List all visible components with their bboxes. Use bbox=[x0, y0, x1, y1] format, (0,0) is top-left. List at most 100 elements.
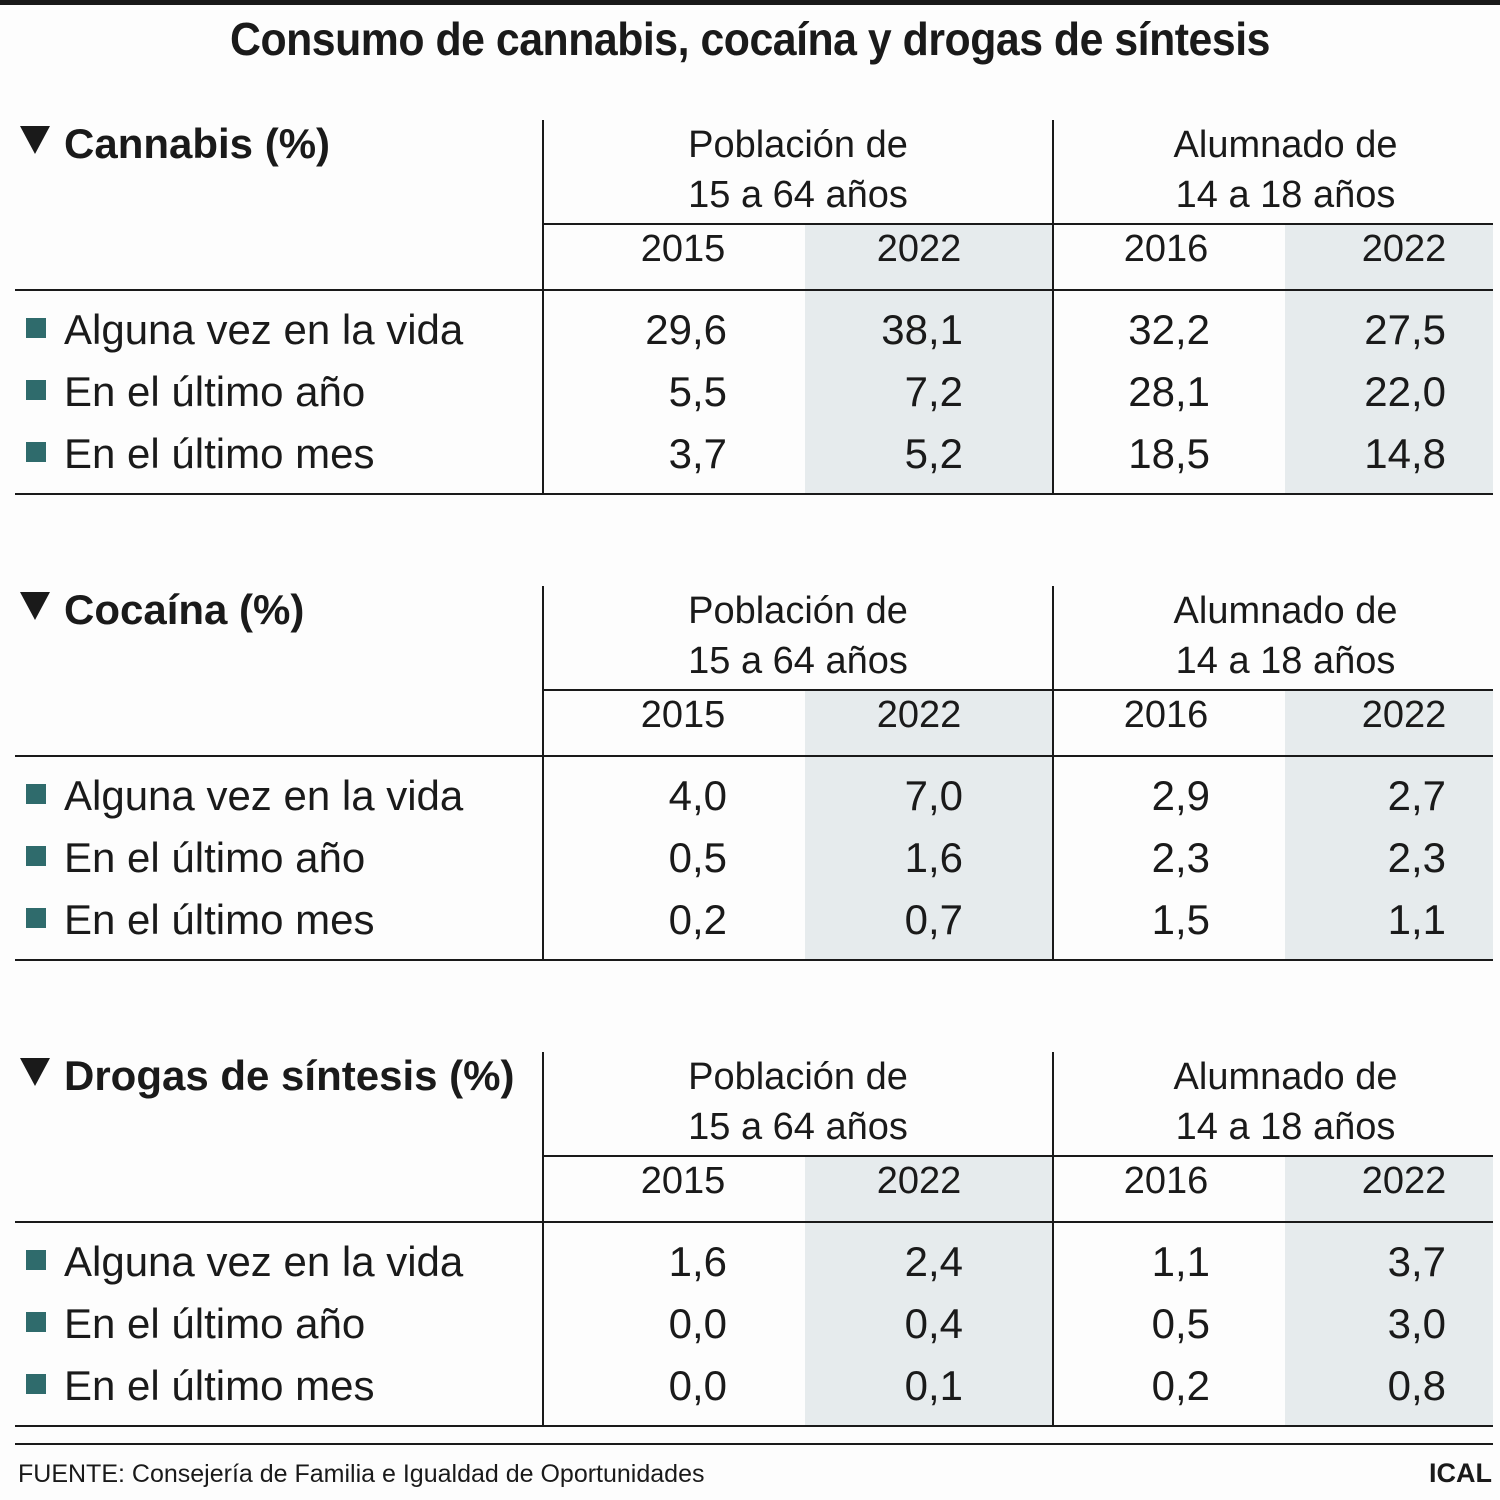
header-rule bbox=[15, 289, 1493, 291]
group-header: Alumnado de 14 a 18 años bbox=[1173, 1056, 1398, 1148]
table-cell: 0,4 bbox=[904, 1300, 963, 1347]
table-section: Drogas de síntesis (%) Población de 15 a … bbox=[0, 1052, 1500, 1432]
year-header: 2022 bbox=[1361, 1160, 1447, 1202]
table-cell: 2,3 bbox=[1151, 834, 1210, 881]
row-label-text: En el último mes bbox=[64, 430, 375, 477]
square-marker-icon bbox=[26, 784, 46, 804]
row-label-text: En el último año bbox=[64, 368, 366, 415]
square-marker-icon bbox=[26, 1312, 46, 1332]
table-row: En el último mes 0,0 0,1 0,2 0,8 bbox=[0, 1362, 1500, 1422]
table-row: En el último año 0,0 0,4 0,5 3,0 bbox=[0, 1300, 1500, 1360]
column-divider bbox=[1052, 120, 1054, 495]
page-title: Consumo de cannabis, cocaína y drogas de… bbox=[230, 13, 1270, 65]
square-marker-icon bbox=[26, 846, 46, 866]
row-label: En el último año bbox=[26, 834, 365, 882]
table-cell: 28,1 bbox=[1128, 368, 1210, 415]
table-row: En el último año 0,5 1,6 2,3 2,3 bbox=[0, 834, 1500, 894]
year-header: 2022 bbox=[1361, 694, 1447, 736]
row-label-text: En el último año bbox=[64, 834, 366, 881]
table-cell: 27,5 bbox=[1364, 306, 1446, 353]
row-label: En el último mes bbox=[26, 1362, 374, 1410]
section-title: Cannabis (%) bbox=[20, 120, 330, 168]
year-header: 2015 bbox=[640, 228, 726, 270]
table-section: Cannabis (%) Población de 15 a 64 años Alu… bbox=[0, 120, 1500, 500]
shaded-column bbox=[1285, 1157, 1493, 1427]
shaded-column bbox=[1285, 691, 1493, 961]
table-row: Alguna vez en la vida 29,6 38,1 32,2 27,5 bbox=[0, 306, 1500, 366]
header-rule bbox=[15, 755, 1493, 757]
column-divider bbox=[542, 120, 544, 495]
row-label-text: Alguna vez en la vida bbox=[64, 772, 464, 819]
table-cell: 22,0 bbox=[1364, 368, 1446, 415]
top-rule bbox=[0, 0, 1500, 5]
row-label-text: En el último año bbox=[64, 1300, 366, 1347]
column-divider bbox=[1052, 1052, 1054, 1427]
section-title-text: Cannabis (%) bbox=[64, 120, 331, 167]
table-cell: 29,6 bbox=[645, 306, 727, 353]
table-cell: 0,2 bbox=[668, 896, 727, 943]
table-section: Cocaína (%) Población de 15 a 64 años Alum… bbox=[0, 586, 1500, 966]
table-cell: 2,9 bbox=[1151, 772, 1210, 819]
year-header: 2022 bbox=[876, 694, 962, 736]
triangle-down-icon bbox=[20, 592, 50, 620]
year-header: 2015 bbox=[640, 694, 726, 736]
square-marker-icon bbox=[26, 442, 46, 462]
row-label: En el último mes bbox=[26, 430, 374, 478]
table-cell: 3,0 bbox=[1387, 1300, 1446, 1347]
group-header: Población de 15 a 64 años bbox=[688, 590, 908, 682]
square-marker-icon bbox=[26, 318, 46, 338]
table-row: En el último año 5,5 7,2 28,1 22,0 bbox=[0, 368, 1500, 428]
column-divider bbox=[542, 586, 544, 961]
group-header: Alumnado de 14 a 18 años bbox=[1173, 590, 1398, 682]
group-header: Población de 15 a 64 años bbox=[688, 1056, 908, 1148]
row-label-text: Alguna vez en la vida bbox=[64, 1238, 464, 1285]
bottom-rule bbox=[15, 1425, 1493, 1427]
row-label: En el último mes bbox=[26, 896, 374, 944]
table-cell: 1,1 bbox=[1151, 1238, 1210, 1285]
row-label-text: Alguna vez en la vida bbox=[64, 306, 464, 353]
year-header: 2016 bbox=[1123, 1160, 1209, 1202]
row-label: En el último año bbox=[26, 368, 365, 416]
year-header: 2022 bbox=[1361, 228, 1447, 270]
table-cell: 1,6 bbox=[668, 1238, 727, 1285]
shaded-column bbox=[805, 1157, 1053, 1427]
table-row: En el último mes 0,2 0,7 1,5 1,1 bbox=[0, 896, 1500, 956]
table-cell: 2,4 bbox=[904, 1238, 963, 1285]
group-header: Población de 15 a 64 años bbox=[688, 124, 908, 216]
table-cell: 3,7 bbox=[668, 430, 727, 477]
table-cell: 5,5 bbox=[668, 368, 727, 415]
group-rule bbox=[543, 689, 1493, 691]
year-header: 2015 bbox=[640, 1160, 726, 1202]
row-label: En el último año bbox=[26, 1300, 365, 1348]
year-header: 2022 bbox=[876, 228, 962, 270]
table-cell: 14,8 bbox=[1364, 430, 1446, 477]
group-rule bbox=[543, 1155, 1493, 1157]
shaded-column bbox=[805, 691, 1053, 961]
square-marker-icon bbox=[26, 908, 46, 928]
table-cell: 0,5 bbox=[1151, 1300, 1210, 1347]
table-row: Alguna vez en la vida 4,0 7,0 2,9 2,7 bbox=[0, 772, 1500, 832]
table-cell: 1,1 bbox=[1387, 896, 1446, 943]
year-header: 2016 bbox=[1123, 694, 1209, 736]
triangle-down-icon bbox=[20, 1058, 50, 1086]
section-title-text: Drogas de síntesis (%) bbox=[64, 1052, 515, 1099]
shaded-column bbox=[805, 225, 1053, 495]
table-cell: 0,7 bbox=[904, 896, 963, 943]
row-label: Alguna vez en la vida bbox=[26, 772, 463, 820]
table-row: En el último mes 3,7 5,2 18,5 14,8 bbox=[0, 430, 1500, 490]
square-marker-icon bbox=[26, 1374, 46, 1394]
year-header: 2016 bbox=[1123, 228, 1209, 270]
table-cell: 7,2 bbox=[904, 368, 963, 415]
table-cell: 5,2 bbox=[904, 430, 963, 477]
footer-rule bbox=[15, 1443, 1493, 1445]
source-note: FUENTE: Consejería de Familia e Igualdad… bbox=[18, 1460, 705, 1488]
table-row: Alguna vez en la vida 1,6 2,4 1,1 3,7 bbox=[0, 1238, 1500, 1298]
section-title: Cocaína (%) bbox=[20, 586, 304, 634]
row-label-text: En el último mes bbox=[64, 896, 375, 943]
table-cell: 1,5 bbox=[1151, 896, 1210, 943]
column-divider bbox=[1052, 586, 1054, 961]
group-header: Alumnado de 14 a 18 años bbox=[1173, 124, 1398, 216]
row-label: Alguna vez en la vida bbox=[26, 306, 463, 354]
ical-logo: ICAL bbox=[1429, 1458, 1492, 1488]
row-label-text: En el último mes bbox=[64, 1362, 375, 1409]
